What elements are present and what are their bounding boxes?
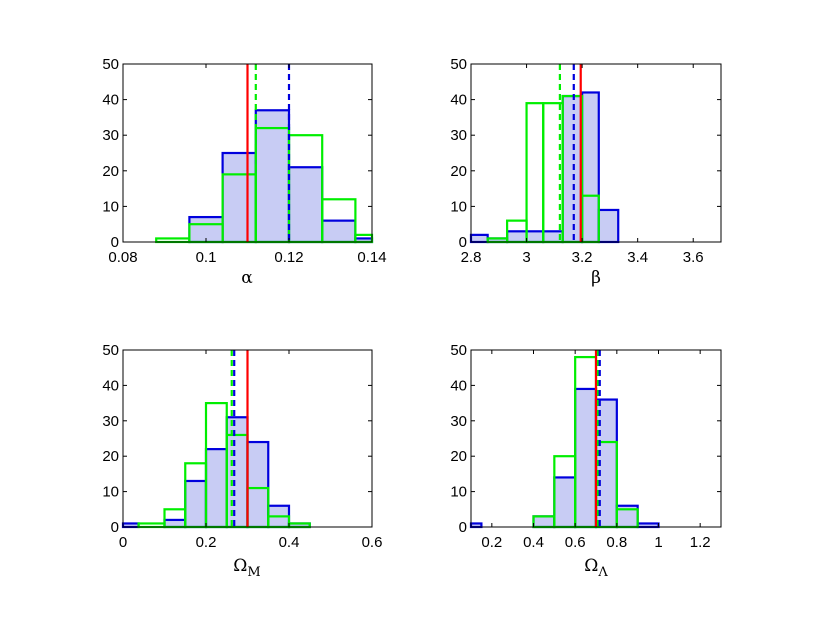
blue-filled-bar-1 — [469, 233, 489, 244]
y-tick-label: 50 — [450, 56, 467, 73]
y-tick-label: 30 — [102, 127, 119, 144]
blue-filled-bar-4 — [221, 151, 257, 244]
y-tick-label: 10 — [450, 198, 467, 215]
x-tick-label: 0.1 — [196, 249, 217, 266]
x-tick-label: 3 — [522, 249, 530, 266]
x-tick-label: 0.6 — [565, 534, 586, 551]
y-tick-label: 20 — [102, 163, 119, 180]
x-tick-label: 0 — [119, 534, 127, 551]
blue-filled-bar-7 — [597, 208, 620, 244]
histogram-panel-1: 0.08 0.1 0.12 0.14 0 10 20 30 40 50 α — [102, 56, 386, 288]
x-tick-label: 0.6 — [362, 534, 383, 551]
y-tick-label: 50 — [450, 342, 467, 359]
x-tick-label: 0.12 — [274, 249, 303, 266]
y-tick-label: 40 — [450, 92, 467, 109]
blue-filled-bar-6 — [287, 166, 324, 244]
x-axis-label: β — [591, 268, 601, 288]
blue-filled-bar-1 — [469, 522, 483, 529]
x-tick-label: 0.2 — [196, 534, 217, 551]
y-tick-label: 10 — [450, 484, 467, 501]
blue-filled-bar-7 — [321, 219, 357, 244]
y-tick-label: 20 — [102, 448, 119, 465]
blue-filled-bar-3 — [506, 230, 545, 244]
blue-filled-bar-6 — [225, 416, 249, 529]
x-axis-label: α — [241, 268, 253, 288]
x-tick-label: 3.6 — [683, 249, 704, 266]
blue-filled-bar-5 — [204, 448, 228, 529]
blue-filled-bar-5 — [254, 109, 291, 244]
blue-filled-bar-7 — [246, 440, 270, 529]
y-tick-label: 20 — [450, 448, 467, 465]
x-axis-label: ΩΛ — [584, 556, 608, 580]
y-tick-label: 30 — [102, 413, 119, 430]
x-tick-label: 0.4 — [279, 534, 300, 551]
y-tick-label: 50 — [102, 342, 119, 359]
y-tick-label: 30 — [450, 413, 467, 430]
blue-filled-bar-1 — [121, 522, 140, 529]
x-tick-label: 0.8 — [606, 534, 627, 551]
x-tick-label: 0.2 — [481, 534, 502, 551]
x-tick-label: 3.4 — [627, 249, 648, 266]
axes-frame — [470, 63, 722, 243]
axes-frame — [122, 349, 373, 528]
x-tick-label: 1 — [654, 534, 662, 551]
y-tick-label: 0 — [111, 234, 119, 251]
blue-filled-bar-8 — [636, 522, 660, 529]
x-tick-label: 2.8 — [461, 249, 482, 266]
axes-frame — [470, 349, 722, 528]
y-tick-label: 20 — [450, 163, 467, 180]
x-axis-label: ΩM — [233, 556, 260, 580]
y-tick-label: 0 — [459, 234, 467, 251]
blue-filled-bar-5 — [574, 387, 598, 529]
x-tick-label: 0.08 — [108, 249, 137, 266]
y-tick-label: 0 — [459, 519, 467, 536]
blue-filled-bar-6 — [581, 91, 600, 244]
histogram-panel-4: 0.2 0.4 0.6 0.8 1 1.2 0 10 20 30 40 50 ΩΛ — [450, 342, 722, 580]
blue-filled-bar-5 — [561, 94, 584, 244]
axes-frame — [122, 63, 373, 243]
blue-filled-bar-4 — [184, 479, 208, 529]
y-tick-label: 40 — [450, 377, 467, 394]
y-tick-label: 0 — [111, 519, 119, 536]
y-tick-label: 40 — [102, 92, 119, 109]
y-tick-label: 50 — [102, 56, 119, 73]
x-tick-label: 0.4 — [523, 534, 544, 551]
y-tick-label: 30 — [450, 127, 467, 144]
y-tick-label: 10 — [102, 484, 119, 501]
x-tick-label: 0.14 — [357, 249, 386, 266]
blue-filled-bar-3 — [532, 515, 556, 529]
x-tick-label: 3.2 — [572, 249, 593, 266]
histogram-panel-2: 2.8 3 3.2 3.4 3.6 0 10 20 30 40 50 β — [450, 56, 722, 288]
y-tick-label: 10 — [102, 198, 119, 215]
y-tick-label: 40 — [102, 377, 119, 394]
histogram-panel-3: 0 0.2 0.4 0.6 0 10 20 30 40 50 ΩM — [102, 342, 382, 580]
blue-filled-bar-4 — [553, 476, 577, 529]
x-tick-label: 1.2 — [690, 534, 711, 551]
